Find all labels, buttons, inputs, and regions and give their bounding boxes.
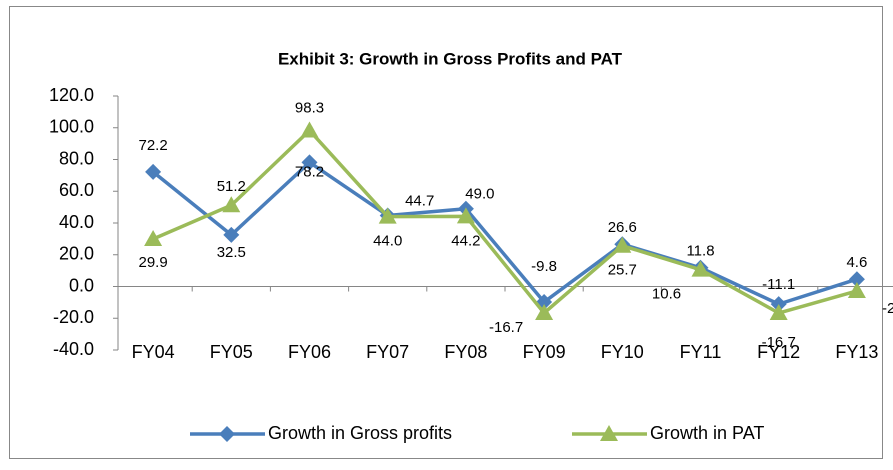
x-tick-label: FY12 [757, 342, 800, 362]
marker [691, 260, 710, 277]
y-tick-label: 100.0 [49, 117, 94, 137]
y-tick-label: -40.0 [53, 339, 94, 359]
x-tick-label: FY10 [601, 342, 644, 362]
data-label: -16.7 [762, 334, 796, 351]
legend-label: Growth in Gross profits [268, 423, 452, 443]
data-label: 51.2 [217, 178, 246, 195]
data-label: 44.7 [405, 193, 434, 210]
series-line [152, 128, 858, 315]
data-label: 98.3 [295, 99, 324, 116]
marker [301, 154, 318, 171]
marker [300, 121, 319, 138]
series-line [152, 160, 858, 306]
data-label: 25.7 [608, 262, 637, 279]
y-tick-label: 60.0 [59, 180, 94, 200]
x-tick-label: FY07 [366, 342, 409, 362]
y-tick-label: 120.0 [49, 85, 94, 105]
marker [600, 425, 618, 441]
data-label: 32.5 [217, 244, 246, 261]
y-tick-label: 0.0 [69, 275, 94, 295]
x-tick-label: FY05 [210, 342, 253, 362]
data-label: -9.8 [531, 258, 557, 275]
x-tick-label: FY08 [444, 342, 487, 362]
chart-title: Exhibit 3: Growth in Gross Profits and P… [278, 49, 623, 68]
x-tick-label: FY06 [288, 342, 331, 362]
marker [769, 304, 788, 321]
marker [456, 207, 475, 224]
data-label: -11.1 [762, 276, 795, 293]
marker [145, 163, 162, 180]
data-label: 10.6 [652, 286, 681, 303]
data-label: -16.7 [489, 319, 523, 336]
marker [219, 426, 235, 442]
data-label: -2.8 [882, 300, 893, 317]
y-tick-label: 40.0 [59, 212, 94, 232]
data-label: 11.8 [686, 243, 714, 260]
data-label: 44.2 [451, 232, 480, 249]
marker [847, 281, 866, 298]
marker [535, 304, 554, 321]
data-label: 72.2 [138, 137, 167, 154]
legend-label: Growth in PAT [650, 423, 764, 443]
marker [144, 230, 163, 247]
y-tick-label: 80.0 [59, 148, 94, 168]
chart-frame [9, 6, 883, 459]
data-label: 78.2 [295, 163, 324, 180]
data-label: 4.6 [846, 254, 867, 271]
data-label: 49.0 [465, 186, 494, 203]
marker [378, 207, 397, 224]
y-tick-label: 20.0 [59, 244, 94, 264]
x-tick-label: FY09 [523, 342, 566, 362]
marker [613, 236, 632, 253]
data-label: 44.0 [373, 233, 402, 250]
x-tick-label: FY04 [132, 342, 175, 362]
marker [223, 226, 240, 243]
y-tick-label: -20.0 [53, 307, 94, 327]
series-1 [144, 121, 866, 321]
data-label: 29.9 [138, 254, 167, 271]
marker [848, 271, 865, 288]
data-label: 26.6 [608, 219, 637, 236]
x-tick-label: FY13 [835, 342, 878, 362]
marker [222, 196, 241, 213]
x-tick-label: FY11 [680, 342, 722, 362]
